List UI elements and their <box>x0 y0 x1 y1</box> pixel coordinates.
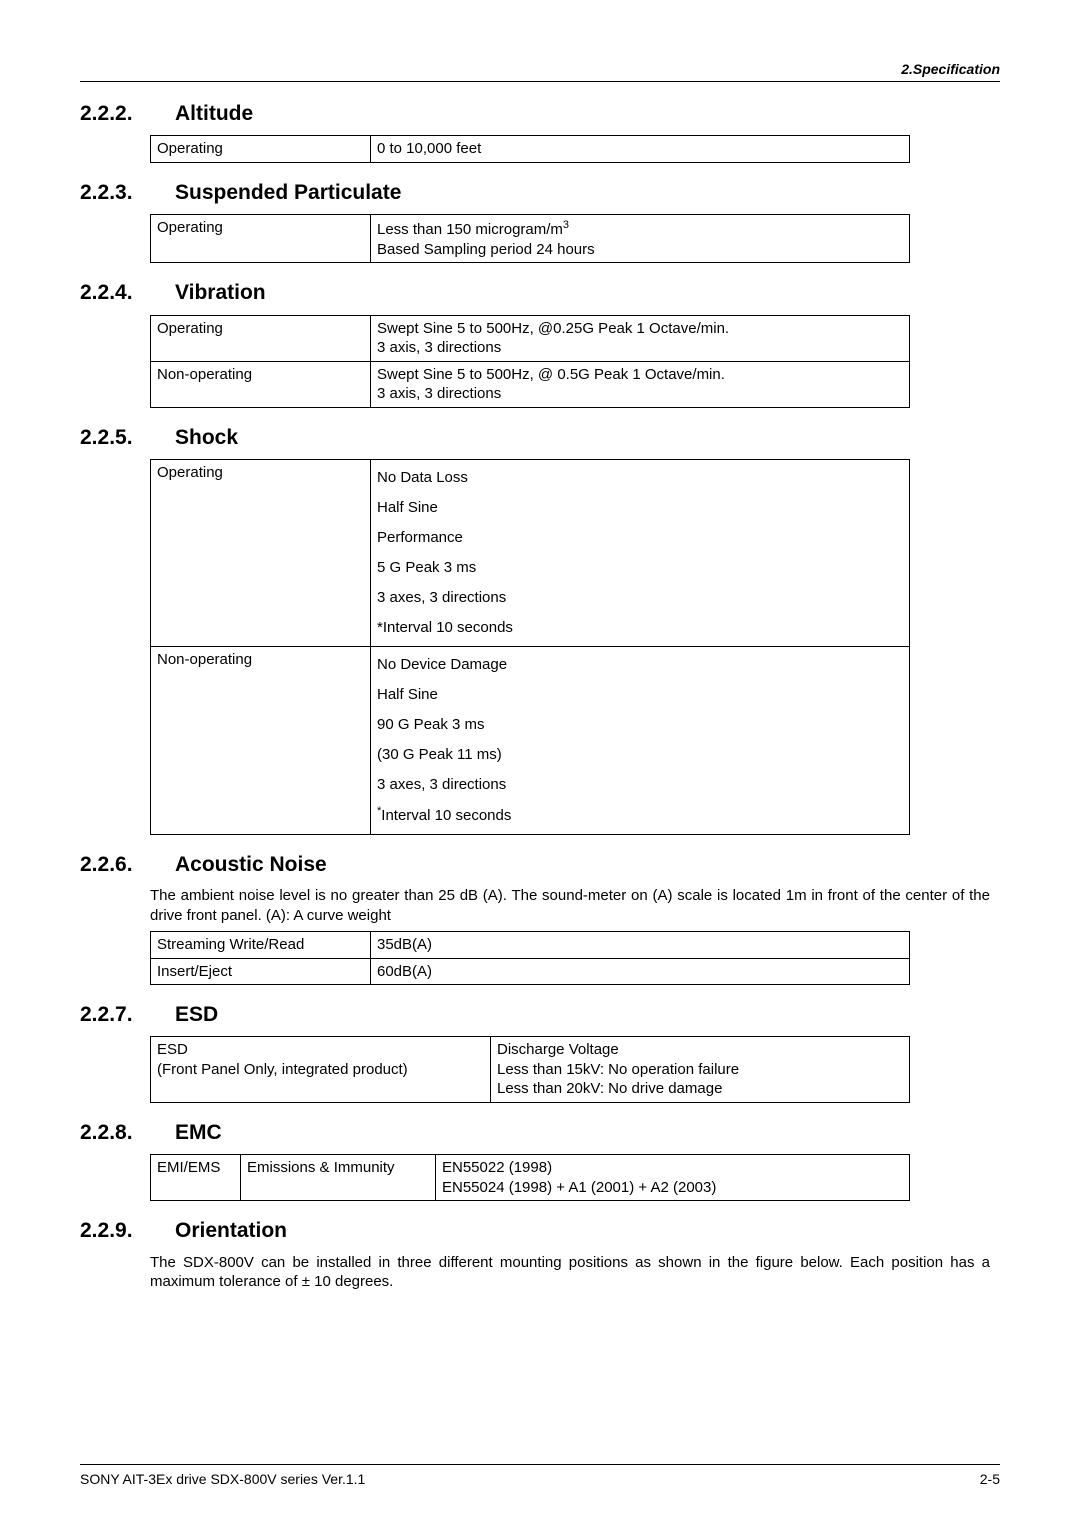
table-row: Operating No Data Loss Half Sine Perform… <box>151 459 910 646</box>
table-row: Operating 0 to 10,000 feet <box>151 136 910 163</box>
table-row: Streaming Write/Read 35dB(A) <box>151 932 910 959</box>
table-row: EMI/EMS Emissions & Immunity EN55022 (19… <box>151 1155 910 1201</box>
section-title: Altitude <box>175 100 253 127</box>
cell-value: Swept Sine 5 to 500Hz, @ 0.5G Peak 1 Oct… <box>371 361 910 407</box>
cell-text: 3 axis, 3 directions <box>377 385 501 402</box>
cell-text: Less than 150 microgram/m <box>377 221 563 238</box>
section-title: ESD <box>175 1001 218 1028</box>
section-title: Vibration <box>175 279 266 306</box>
heading-vibration: 2.2.4. Vibration <box>80 279 1000 306</box>
cell-text: 5 G Peak 3 ms <box>377 559 476 576</box>
cell-text: Discharge Voltage <box>497 1041 619 1058</box>
paragraph: The ambient noise level is no greater th… <box>150 886 990 925</box>
page-footer: SONY AIT-3Ex drive SDX-800V series Ver.1… <box>80 1464 1000 1488</box>
cell-text: EN55022 (1998) <box>442 1159 552 1176</box>
heading-altitude: 2.2.2. Altitude <box>80 100 1000 127</box>
cell-text: Based Sampling period 24 hours <box>377 241 595 258</box>
cell-text: 3 axis, 3 directions <box>377 339 501 356</box>
cell-text: Half Sine <box>377 499 438 516</box>
cell-text: ESD <box>157 1041 188 1058</box>
section-number: 2.2.3. <box>80 179 175 206</box>
table-row: Non-operating No Device Damage Half Sine… <box>151 646 910 834</box>
cell-text: No Data Loss <box>377 469 468 486</box>
cell-label: ESD (Front Panel Only, integrated produc… <box>151 1037 491 1103</box>
cell-label: Operating <box>151 459 371 646</box>
cell-label: Operating <box>151 136 371 163</box>
cell-text: Less than 20kV: No drive damage <box>497 1080 722 1097</box>
cell-text: Swept Sine 5 to 500Hz, @0.25G Peak 1 Oct… <box>377 320 729 337</box>
section-number: 2.2.9. <box>80 1217 175 1244</box>
section-title: Shock <box>175 424 238 451</box>
heading-suspended-particulate: 2.2.3. Suspended Particulate <box>80 179 1000 206</box>
cell-label: Non-operating <box>151 646 371 834</box>
section-number: 2.2.2. <box>80 100 175 127</box>
section-number: 2.2.6. <box>80 851 175 878</box>
chapter-header: 2.Specification <box>80 60 1000 82</box>
table-row: Insert/Eject 60dB(A) <box>151 958 910 985</box>
cell-text: *Interval 10 seconds <box>377 619 513 636</box>
cell-text: 90 G Peak 3 ms <box>377 716 485 733</box>
cell-text: Performance <box>377 529 463 546</box>
table-row: Operating Less than 150 microgram/m3 Bas… <box>151 215 910 263</box>
section-title: Suspended Particulate <box>175 179 401 206</box>
cell-label: Non-operating <box>151 361 371 407</box>
table-row: ESD (Front Panel Only, integrated produc… <box>151 1037 910 1103</box>
cell-text: No Device Damage <box>377 656 507 673</box>
table-esd: ESD (Front Panel Only, integrated produc… <box>150 1036 910 1103</box>
cell-value: EN55022 (1998) EN55024 (1998) + A1 (2001… <box>436 1155 910 1201</box>
section-number: 2.2.5. <box>80 424 175 451</box>
table-row: Non-operating Swept Sine 5 to 500Hz, @ 0… <box>151 361 910 407</box>
table-row: Operating Swept Sine 5 to 500Hz, @0.25G … <box>151 315 910 361</box>
cell-value: 35dB(A) <box>371 932 910 959</box>
table-shock: Operating No Data Loss Half Sine Perform… <box>150 459 910 835</box>
table-altitude: Operating 0 to 10,000 feet <box>150 135 910 163</box>
cell-label: Operating <box>151 215 371 263</box>
cell-label: EMI/EMS <box>151 1155 241 1201</box>
section-number: 2.2.4. <box>80 279 175 306</box>
table-acoustic-noise: Streaming Write/Read 35dB(A) Insert/Ejec… <box>150 931 910 985</box>
paragraph: The SDX-800V can be installed in three d… <box>150 1253 990 1292</box>
section-number: 2.2.7. <box>80 1001 175 1028</box>
heading-emc: 2.2.8. EMC <box>80 1119 1000 1146</box>
cell-text: Swept Sine 5 to 500Hz, @ 0.5G Peak 1 Oct… <box>377 366 725 383</box>
cell-text: Interval 10 seconds <box>381 807 511 824</box>
cell-text: Half Sine <box>377 686 438 703</box>
cell-value: No Device Damage Half Sine 90 G Peak 3 m… <box>371 646 910 834</box>
table-vibration: Operating Swept Sine 5 to 500Hz, @0.25G … <box>150 315 910 408</box>
cell-text: 3 axes, 3 directions <box>377 776 506 793</box>
cell-value: 60dB(A) <box>371 958 910 985</box>
heading-orientation: 2.2.9. Orientation <box>80 1217 1000 1244</box>
section-title: Acoustic Noise <box>175 851 327 878</box>
cell-text: (30 G Peak 11 ms) <box>377 746 502 763</box>
cell-value: 0 to 10,000 feet <box>371 136 910 163</box>
table-suspended-particulate: Operating Less than 150 microgram/m3 Bas… <box>150 214 910 263</box>
cell-text: Less than 15kV: No operation failure <box>497 1061 739 1078</box>
footer-right: 2-5 <box>980 1470 1000 1488</box>
cell-label: Operating <box>151 315 371 361</box>
section-title: EMC <box>175 1119 222 1146</box>
cell-value: Discharge Voltage Less than 15kV: No ope… <box>491 1037 910 1103</box>
table-emc: EMI/EMS Emissions & Immunity EN55022 (19… <box>150 1154 910 1201</box>
heading-acoustic-noise: 2.2.6. Acoustic Noise <box>80 851 1000 878</box>
cell-text: EN55024 (1998) + A1 (2001) + A2 (2003) <box>442 1179 716 1196</box>
cell-label: Insert/Eject <box>151 958 371 985</box>
cell-label: Streaming Write/Read <box>151 932 371 959</box>
section-number: 2.2.8. <box>80 1119 175 1146</box>
cell-value: No Data Loss Half Sine Performance 5 G P… <box>371 459 910 646</box>
section-title: Orientation <box>175 1217 287 1244</box>
heading-esd: 2.2.7. ESD <box>80 1001 1000 1028</box>
cell-value: Emissions & Immunity <box>241 1155 436 1201</box>
heading-shock: 2.2.5. Shock <box>80 424 1000 451</box>
footer-left: SONY AIT-3Ex drive SDX-800V series Ver.1… <box>80 1470 365 1488</box>
cell-text: 3 axes, 3 directions <box>377 589 506 606</box>
cell-text: (Front Panel Only, integrated product) <box>157 1061 408 1078</box>
cell-value: Swept Sine 5 to 500Hz, @0.25G Peak 1 Oct… <box>371 315 910 361</box>
cell-value: Less than 150 microgram/m3 Based Samplin… <box>371 215 910 263</box>
superscript: 3 <box>563 219 569 231</box>
